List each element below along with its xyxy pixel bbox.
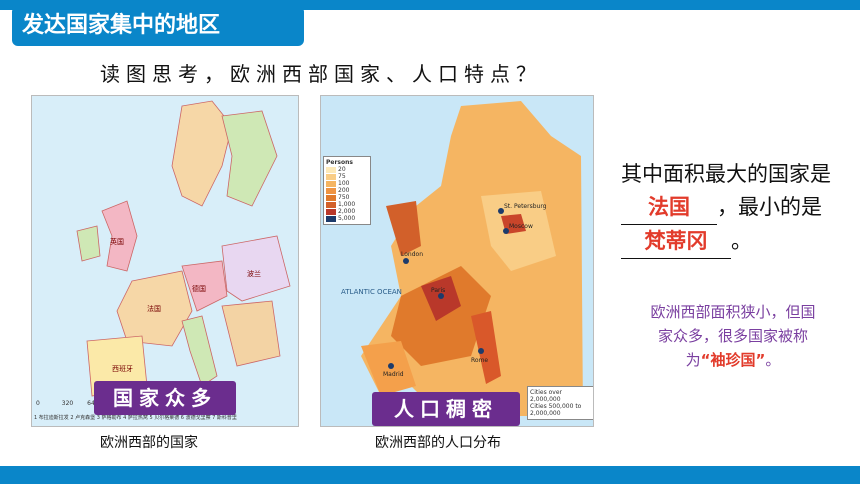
legend-swatch bbox=[326, 208, 336, 215]
legend-row: 200 bbox=[326, 187, 368, 194]
answer-largest-country: 法国 bbox=[621, 191, 717, 225]
legend-value: 20 bbox=[338, 166, 346, 173]
legend-title: Persons bbox=[326, 159, 353, 166]
legend-swatch bbox=[326, 194, 336, 201]
svg-text:德国: 德国 bbox=[192, 284, 206, 293]
note-end: 。 bbox=[765, 351, 781, 369]
fill-line-1: 其中面积最大的国家是 bbox=[621, 162, 831, 186]
fill-line-end: 。 bbox=[731, 229, 752, 253]
cities-legend: Cities over 2,000,000 Cities 500,000 to … bbox=[527, 386, 593, 420]
city-label-london: London bbox=[401, 251, 423, 258]
city-label-rome: Rome bbox=[471, 357, 488, 364]
scale-label-1: 320 bbox=[61, 400, 74, 407]
countries-map-graphic: 法国 德国 西班牙 英国 波兰 bbox=[32, 96, 298, 426]
legend-row: 750 bbox=[326, 194, 368, 201]
density-legend: Persons 20 75 100 200 750 1,000 2,000 5,000 bbox=[323, 156, 371, 225]
europe-countries-map: 法国 德国 西班牙 英国 波兰 0 320 640 1 布拉迪斯拉发 2 卢克森… bbox=[31, 95, 299, 427]
legend-value: 200 bbox=[338, 187, 350, 194]
legend-row: 20 bbox=[326, 166, 368, 173]
map-footnote: 1 布拉迪斯拉发 2 卢克森堡 3 萨格勒布 4 萨拉热窝 5 贝尔格莱德 6 … bbox=[34, 415, 237, 421]
city-label-moscow: Moscow bbox=[509, 223, 533, 230]
legend-swatch bbox=[326, 166, 336, 173]
top-band bbox=[0, 0, 860, 10]
population-density-map: ATLANTIC OCEAN London Paris Moscow St. P… bbox=[320, 95, 594, 427]
legend-value: 5,000 bbox=[338, 215, 356, 222]
svg-text:波兰: 波兰 bbox=[247, 269, 261, 278]
legend-row: 75 bbox=[326, 173, 368, 180]
pocket-country-note: 欧洲西部面积狭小，但国家众多，很多国家被称为“袖珍国”。 bbox=[648, 300, 818, 372]
answer-smallest-country: 梵蒂冈 bbox=[621, 225, 731, 259]
legend-swatch bbox=[326, 173, 336, 180]
fill-in-question: 其中面积最大的国家是法国 ，最小的是梵蒂冈。 bbox=[621, 158, 841, 259]
fill-line-2: ，最小的是 bbox=[717, 195, 822, 219]
scale-label-0: 0 bbox=[36, 400, 40, 407]
legend-swatch bbox=[326, 215, 336, 222]
svg-text:西班牙: 西班牙 bbox=[112, 364, 133, 373]
legend-swatch bbox=[326, 187, 336, 194]
legend-swatch bbox=[326, 201, 336, 208]
legend-row: 1,000 bbox=[326, 201, 368, 208]
note-highlight: “袖珍国” bbox=[700, 351, 766, 369]
legend-value: 750 bbox=[338, 194, 350, 201]
scale-label-2: 640 bbox=[87, 400, 99, 407]
city-label-madrid: Madrid bbox=[383, 371, 404, 378]
question-text: 读图思考，欧洲西部国家、人口特点？ bbox=[100, 62, 542, 86]
population-map-graphic: ATLANTIC OCEAN London Paris Moscow St. P… bbox=[321, 96, 593, 426]
note-text: 欧洲西部面积狭小，但国家众多，很多国家被称为 bbox=[650, 303, 816, 369]
caption-countries: 欧洲西部的国家 bbox=[100, 435, 198, 451]
badge-dense-population: 人口稠密 bbox=[372, 392, 520, 426]
caption-population: 欧洲西部的人口分布 bbox=[375, 435, 501, 451]
city-label-paris: Paris bbox=[431, 287, 445, 294]
cities-legend-medium: Cities 500,000 to 2,000,000 bbox=[530, 403, 582, 417]
city-label-st-petersburg: St. Petersburg bbox=[504, 203, 547, 210]
legend-value: 1,000 bbox=[338, 201, 356, 208]
legend-value: 100 bbox=[338, 180, 350, 187]
legend-row: 100 bbox=[326, 180, 368, 187]
legend-swatch bbox=[326, 180, 336, 187]
cities-legend-large: Cities over 2,000,000 bbox=[530, 389, 562, 403]
svg-text:英国: 英国 bbox=[110, 237, 124, 246]
legend-row: 2,000 bbox=[326, 208, 368, 215]
legend-value: 75 bbox=[338, 173, 346, 180]
svg-text:法国: 法国 bbox=[147, 304, 161, 313]
section-title: 发达国家集中的地区 bbox=[12, 6, 304, 46]
legend-row: 5,000 bbox=[326, 215, 368, 222]
legend-value: 2,000 bbox=[338, 208, 356, 215]
ocean-label: ATLANTIC OCEAN bbox=[341, 288, 402, 296]
bottom-band bbox=[0, 466, 860, 484]
badge-many-countries: 国家众多 bbox=[94, 381, 236, 415]
